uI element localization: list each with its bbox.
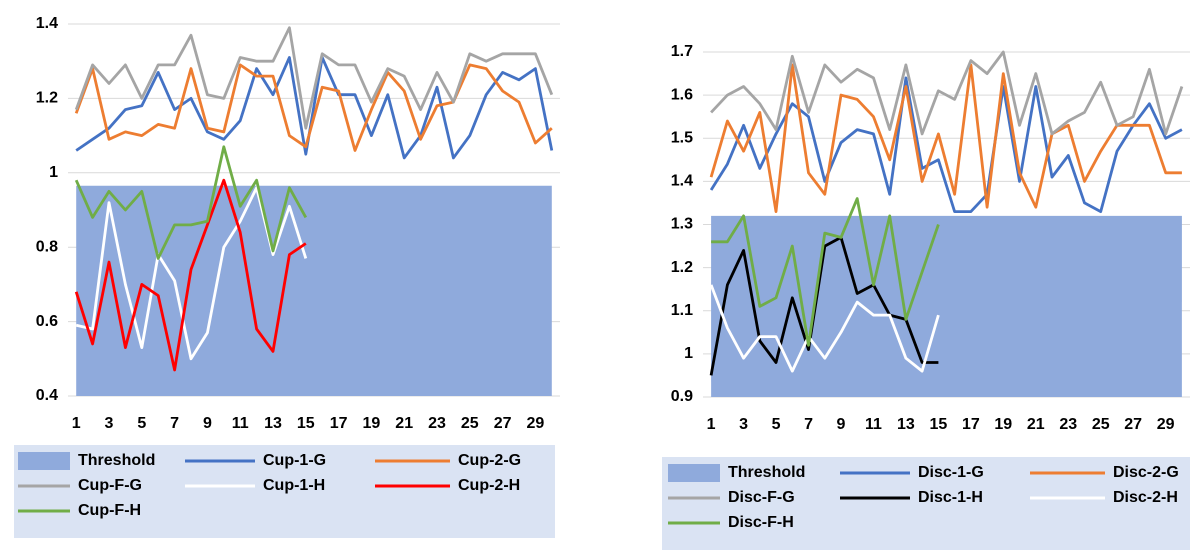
series-line <box>711 197 940 347</box>
series-line <box>709 76 1183 213</box>
x-tick-label: 9 <box>203 415 212 432</box>
y-tick-label: 0.4 <box>36 387 58 404</box>
x-tick-label: 21 <box>395 415 413 432</box>
series-line <box>710 50 1184 136</box>
y-tick-label: 1.4 <box>36 15 58 32</box>
y-tick-label: 1.7 <box>671 43 693 60</box>
threshold-area <box>76 185 552 396</box>
x-tick-label: 13 <box>897 416 915 433</box>
y-tick-label: 1.3 <box>671 216 693 233</box>
x-tick-label: 23 <box>428 415 446 432</box>
y-tick-label: 1.1 <box>671 302 693 319</box>
y-tick-label: 1.6 <box>671 86 693 103</box>
legend-label: Cup-2-H <box>458 477 520 494</box>
x-tick-label: 29 <box>1157 416 1175 433</box>
x-tick-label: 29 <box>527 415 545 432</box>
series-line <box>709 284 940 373</box>
legend-box <box>14 445 555 538</box>
threshold-area <box>711 215 1182 397</box>
legend-swatch <box>668 464 720 482</box>
x-tick-label: 21 <box>1027 416 1045 433</box>
x-tick-label: 17 <box>962 416 980 433</box>
series-line <box>75 56 554 160</box>
x-tick-label: 11 <box>232 415 249 432</box>
y-tick-label: 1.5 <box>671 129 693 146</box>
x-tick-label: 7 <box>804 416 813 433</box>
x-tick-label: 1 <box>72 415 81 432</box>
y-tick-label: 1.2 <box>671 259 693 276</box>
x-tick-label: 17 <box>330 415 348 432</box>
x-tick-label: 13 <box>264 415 282 432</box>
legend-label: Disc-F-H <box>728 514 794 531</box>
x-tick-label: 25 <box>1092 416 1110 433</box>
x-tick-label: 5 <box>772 416 781 433</box>
y-tick-label: 0.9 <box>671 388 693 405</box>
legend-label: Disc-2-H <box>1113 489 1178 506</box>
series-line <box>709 63 1182 213</box>
legend-label: Cup-F-H <box>78 502 141 519</box>
legend-swatch <box>18 452 70 470</box>
x-tick-label: 23 <box>1059 416 1077 433</box>
legend-label: Threshold <box>728 464 805 481</box>
series-line <box>74 178 307 372</box>
legend-label: Disc-1-H <box>918 489 983 506</box>
x-tick-label: 9 <box>837 416 846 433</box>
x-tick-label: 3 <box>105 415 114 432</box>
x-tick-label: 25 <box>461 415 479 432</box>
x-tick-label: 27 <box>494 415 512 432</box>
legend-label: Disc-1-G <box>918 464 984 481</box>
x-tick-label: 27 <box>1124 416 1142 433</box>
y-tick-label: 1 <box>49 164 58 181</box>
y-tick-label: 1 <box>684 345 693 362</box>
x-tick-label: 15 <box>297 415 315 432</box>
x-tick-label: 3 <box>739 416 748 433</box>
x-tick-label: 7 <box>170 415 179 432</box>
x-tick-label: 19 <box>363 415 381 432</box>
legend-label: Cup-F-G <box>78 477 142 494</box>
x-tick-label: 15 <box>929 416 947 433</box>
series-line <box>74 26 554 130</box>
x-tick-label: 1 <box>707 416 716 433</box>
y-tick-label: 0.8 <box>36 238 58 255</box>
legend-label: Cup-2-G <box>458 452 521 469</box>
legend-label: Disc-2-G <box>1113 464 1179 481</box>
y-tick-label: 1.4 <box>671 173 693 190</box>
legend-label: Disc-F-G <box>728 489 795 506</box>
series-line <box>74 63 553 152</box>
legend-label: Threshold <box>78 452 155 469</box>
x-tick-label: 11 <box>865 416 882 433</box>
x-tick-label: 5 <box>137 415 146 432</box>
series-line <box>74 145 308 260</box>
y-tick-label: 0.6 <box>36 313 58 330</box>
legend-label: Cup-1-G <box>263 452 326 469</box>
x-tick-label: 19 <box>994 416 1012 433</box>
y-tick-label: 1.2 <box>36 90 58 107</box>
legend-label: Cup-1-H <box>263 477 325 494</box>
series-line <box>709 236 939 376</box>
